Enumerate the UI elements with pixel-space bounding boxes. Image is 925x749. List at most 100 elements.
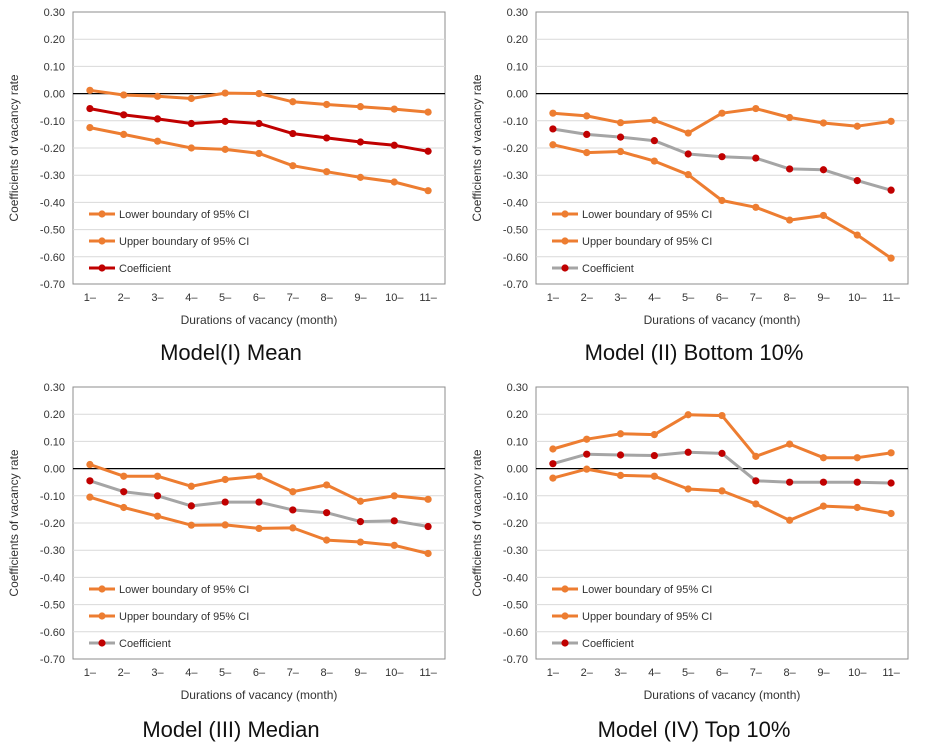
legend-label: Coefficient (119, 638, 171, 650)
y-tick-label: -0.70 (40, 654, 65, 666)
series-point (86, 460, 94, 469)
series-point (255, 472, 263, 480)
chart-caption: Model (IV) Top 10% (597, 717, 791, 742)
series-point (819, 478, 828, 486)
series-point (120, 130, 128, 138)
series-point (255, 90, 263, 98)
y-tick-label: 0.00 (44, 89, 65, 101)
series-point (390, 178, 398, 186)
legend-label: Upper boundary of 95% CI (582, 236, 712, 248)
series-point (120, 111, 128, 119)
y-tick-label: -0.30 (503, 170, 528, 182)
series-point (356, 103, 365, 111)
series-point (853, 231, 861, 239)
y-tick-label: -0.30 (40, 170, 65, 182)
series-point (752, 452, 760, 460)
series-point (752, 500, 760, 508)
series-point (684, 150, 692, 158)
y-axis-title: Coefficients of vacancy rate (7, 449, 21, 597)
series-point (718, 109, 726, 117)
series-point (255, 524, 263, 533)
chart-panel-mean: 0.30 0.20 0.10 0.00 -0.10 -0.20 -0.30 -0.40 -0.5… (0, 0, 462, 374)
chart-caption: Model (II) Bottom 10% (584, 340, 804, 365)
y-tick-label: -0.50 (40, 225, 65, 237)
series-point (718, 196, 726, 205)
x-tick-label: 6– (716, 292, 729, 304)
y-tick-label: -0.60 (40, 627, 65, 639)
x-axis-title: Durations of vacancy (month) (644, 688, 801, 702)
series-point (718, 487, 726, 495)
series-point (887, 186, 895, 194)
series-point (650, 451, 658, 460)
x-tick-label: 3– (151, 292, 164, 304)
series-point (289, 162, 297, 170)
x-tick-label: 7– (750, 667, 763, 679)
x-tick-label: 9– (817, 667, 830, 679)
x-tick-label: 1– (547, 292, 560, 304)
x-tick-label: 4– (185, 292, 198, 304)
legend-marker (561, 237, 569, 245)
x-tick-label: 4– (648, 667, 661, 679)
series-point (650, 157, 658, 165)
y-tick-label: -0.60 (503, 627, 528, 639)
series-point (323, 509, 331, 517)
legend-label: Lower boundary of 95% CI (582, 209, 712, 221)
series-point (120, 488, 128, 496)
legend-label: Upper boundary of 95% CI (582, 611, 712, 623)
series-point (752, 154, 760, 162)
y-tick-label: 0.10 (507, 436, 528, 448)
series-point (153, 492, 162, 500)
series-point (684, 129, 692, 137)
y-tick-label: 0.20 (44, 34, 65, 46)
series-line (89, 126, 429, 193)
chart-svg-bottom10: 0.30 0.20 0.10 0.00 -0.10 -0.20 -0.30 -0.40 -0.5… (470, 7, 909, 327)
series-point (424, 522, 432, 531)
series-point (616, 451, 625, 459)
legend-marker (561, 264, 569, 272)
y-tick-label: -0.20 (503, 518, 528, 530)
x-tick-label: 4– (648, 292, 661, 304)
series-point (390, 141, 398, 149)
series-point (323, 134, 331, 142)
series-point (583, 149, 591, 157)
series-point (255, 149, 263, 158)
series-point (583, 465, 591, 473)
series-line (552, 467, 892, 522)
series-point (650, 472, 658, 480)
series-point (786, 165, 794, 173)
y-tick-label: -0.40 (503, 197, 528, 209)
x-tick-label: 11– (419, 667, 437, 679)
y-tick-label: 0.30 (507, 382, 528, 394)
series-point (684, 448, 692, 456)
series-point (120, 503, 128, 512)
y-tick-label: -0.30 (503, 545, 528, 557)
y-tick-label: -0.70 (503, 654, 528, 666)
chart-svg-mean: 0.30 0.20 0.10 0.00 -0.10 -0.20 -0.30 -0.40 -0.5… (7, 7, 446, 327)
series-point (289, 506, 297, 514)
series-line (89, 107, 429, 153)
y-tick-label: 0.10 (44, 436, 65, 448)
legend-label: Lower boundary of 95% CI (119, 584, 249, 596)
series-point (323, 536, 331, 544)
legend-marker (98, 264, 106, 272)
x-tick-label: 3– (614, 667, 627, 679)
series-point (549, 125, 557, 133)
x-tick-label: 1– (84, 292, 97, 304)
legend-label: Lower boundary of 95% CI (582, 584, 712, 596)
chart-panel-median: 0.30 0.20 0.10 0.00 -0.10 -0.20 -0.30 -0.40 -0.5… (0, 375, 462, 749)
x-tick-label: 6– (253, 667, 266, 679)
legend-marker (98, 639, 106, 647)
legend-marker (98, 585, 106, 593)
y-tick-label: -0.30 (40, 545, 65, 557)
y-tick-label: 0.00 (507, 464, 528, 476)
series-point (221, 145, 229, 153)
y-tick-label: -0.50 (40, 600, 65, 612)
y-axis-title: Coefficients of vacancy rate (470, 74, 484, 222)
x-tick-label: 9– (354, 292, 367, 304)
y-tick-label: -0.10 (503, 491, 528, 503)
series-point (786, 516, 794, 524)
y-tick-label: -0.60 (503, 252, 528, 264)
series-point (819, 454, 828, 462)
y-tick-label: -0.40 (503, 572, 528, 584)
x-tick-label: 1– (84, 667, 97, 679)
